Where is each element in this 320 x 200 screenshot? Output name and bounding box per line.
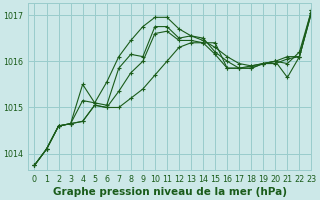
X-axis label: Graphe pression niveau de la mer (hPa): Graphe pression niveau de la mer (hPa) xyxy=(53,187,287,197)
